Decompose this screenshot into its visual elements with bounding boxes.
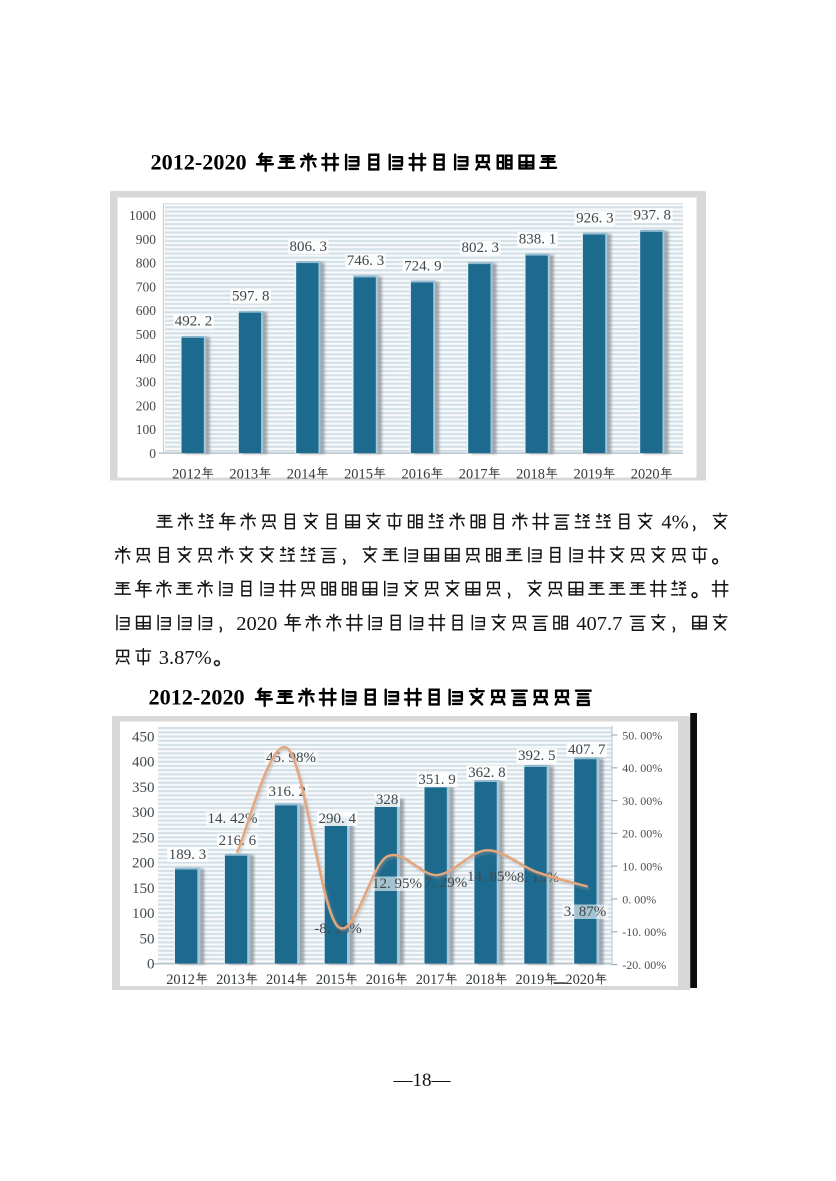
svg-text:2015: 2015 [344,467,373,483]
svg-text:400: 400 [136,351,157,366]
svg-text:2013: 2013 [216,972,245,988]
svg-text:2020: 2020 [565,972,594,988]
svg-text:492. 2: 492. 2 [175,314,213,330]
svg-text:400: 400 [132,755,155,771]
svg-text:450: 450 [132,730,155,746]
svg-text:362. 8: 362. 8 [468,765,506,781]
svg-text:216. 6: 216. 6 [219,833,257,849]
svg-text:2014: 2014 [266,972,295,988]
svg-text:300: 300 [136,375,157,390]
svg-text:800: 800 [136,256,157,271]
svg-text:806. 3: 806. 3 [289,239,327,255]
svg-text:4%: 4% [661,512,688,534]
svg-text:2019: 2019 [516,972,545,988]
svg-text:2016: 2016 [402,467,431,483]
svg-text:7. 29%: 7. 29% [425,875,468,891]
svg-text:14. 42%: 14. 42% [208,811,258,827]
svg-text:2012-2020: 2012-2020 [151,150,247,175]
svg-text:2013: 2013 [229,467,258,483]
svg-text:724. 9: 724. 9 [404,258,442,274]
svg-text:-8. 16%: -8. 16% [314,921,362,937]
svg-text:2020: 2020 [236,613,277,635]
svg-text:407.7: 407.7 [576,613,622,635]
svg-text:12. 95%: 12. 95% [372,876,422,892]
svg-text:2016: 2016 [366,972,395,988]
svg-text:100: 100 [132,906,155,922]
svg-text:746. 3: 746. 3 [347,253,385,269]
svg-text:0: 0 [149,446,156,461]
svg-text:2012: 2012 [166,972,195,988]
svg-text:2012-2020: 2012-2020 [149,685,245,710]
svg-text:189. 3: 189. 3 [169,847,207,863]
svg-text:2020: 2020 [631,467,660,483]
svg-text:300: 300 [132,805,155,821]
svg-text:150: 150 [132,881,155,897]
svg-text:1000: 1000 [129,208,156,223]
svg-text:8. 19%: 8. 19% [517,870,560,886]
svg-text:2014: 2014 [287,467,316,483]
svg-text:2019: 2019 [574,467,603,483]
svg-text:100: 100 [136,422,157,437]
svg-text:2012: 2012 [172,467,201,483]
svg-text:3. 87%: 3. 87% [564,904,607,920]
svg-text:328: 328 [376,792,399,808]
svg-text:45. 98%: 45. 98% [266,750,316,766]
svg-text:407. 7: 407. 7 [568,742,606,758]
svg-text:250: 250 [132,831,155,847]
svg-text:350: 350 [132,780,155,796]
svg-text:802. 3: 802. 3 [461,240,499,256]
svg-text:290. 4: 290. 4 [318,811,356,827]
svg-text:200: 200 [132,856,155,872]
svg-text:2017: 2017 [459,467,488,483]
svg-text:0. 00%: 0. 00% [622,892,656,906]
svg-text:316. 2: 316. 2 [269,784,307,800]
svg-text:10. 00%: 10. 00% [622,860,662,874]
svg-text:2018: 2018 [516,467,545,483]
svg-text:926. 3: 926. 3 [576,210,614,226]
svg-text:50. 00%: 50. 00% [622,728,662,742]
svg-text:392. 5: 392. 5 [518,748,556,764]
svg-text:-20. 00%: -20. 00% [622,958,666,972]
svg-text:—18—: —18— [393,1070,452,1091]
svg-text:2015: 2015 [316,972,345,988]
svg-text:700: 700 [136,280,157,295]
svg-text:40. 00%: 40. 00% [622,761,662,775]
svg-text:14. 85%: 14. 85% [467,869,517,885]
svg-text:50: 50 [140,932,155,948]
svg-text:0: 0 [147,957,155,973]
svg-text:20. 00%: 20. 00% [622,827,662,841]
svg-text:200: 200 [136,398,157,413]
svg-text:937. 8: 937. 8 [633,208,671,224]
svg-text:500: 500 [136,327,157,342]
svg-text:838. 1: 838. 1 [519,231,557,247]
svg-text:-10. 00%: -10. 00% [622,925,666,939]
svg-text:600: 600 [136,303,157,318]
svg-text:351. 9: 351. 9 [418,772,456,788]
svg-text:2018: 2018 [466,972,495,988]
svg-text:3.87%: 3.87% [159,647,212,669]
svg-text:597. 8: 597. 8 [232,289,270,305]
svg-text:30. 00%: 30. 00% [622,794,662,808]
svg-text:2017: 2017 [416,972,445,988]
svg-text:900: 900 [136,232,157,247]
